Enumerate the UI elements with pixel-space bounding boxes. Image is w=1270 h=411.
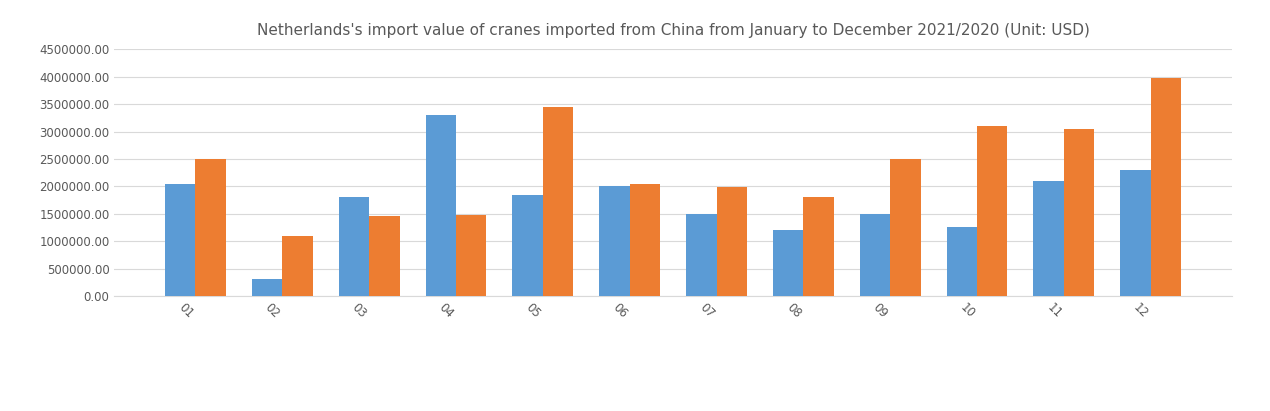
Bar [251, 279, 282, 296]
Bar [977, 126, 1007, 296]
Bar [370, 217, 400, 296]
Bar [773, 230, 804, 296]
Bar [196, 159, 226, 296]
Bar [599, 186, 630, 296]
Bar [1151, 78, 1181, 296]
Bar [716, 187, 747, 296]
Bar [804, 197, 833, 296]
Bar [630, 184, 660, 296]
Title: Netherlands's import value of cranes imported from China from January to Decembe: Netherlands's import value of cranes imp… [257, 23, 1090, 39]
Bar [542, 107, 573, 296]
Bar [1064, 129, 1095, 296]
Bar [425, 115, 456, 296]
Bar [282, 236, 312, 296]
Bar [339, 197, 370, 296]
Bar [165, 184, 196, 296]
Bar [1034, 181, 1064, 296]
Bar [686, 214, 716, 296]
Bar [890, 159, 921, 296]
Bar [513, 194, 542, 296]
Bar [946, 227, 977, 296]
Bar [1120, 170, 1151, 296]
Bar [860, 214, 890, 296]
Bar [456, 215, 486, 296]
